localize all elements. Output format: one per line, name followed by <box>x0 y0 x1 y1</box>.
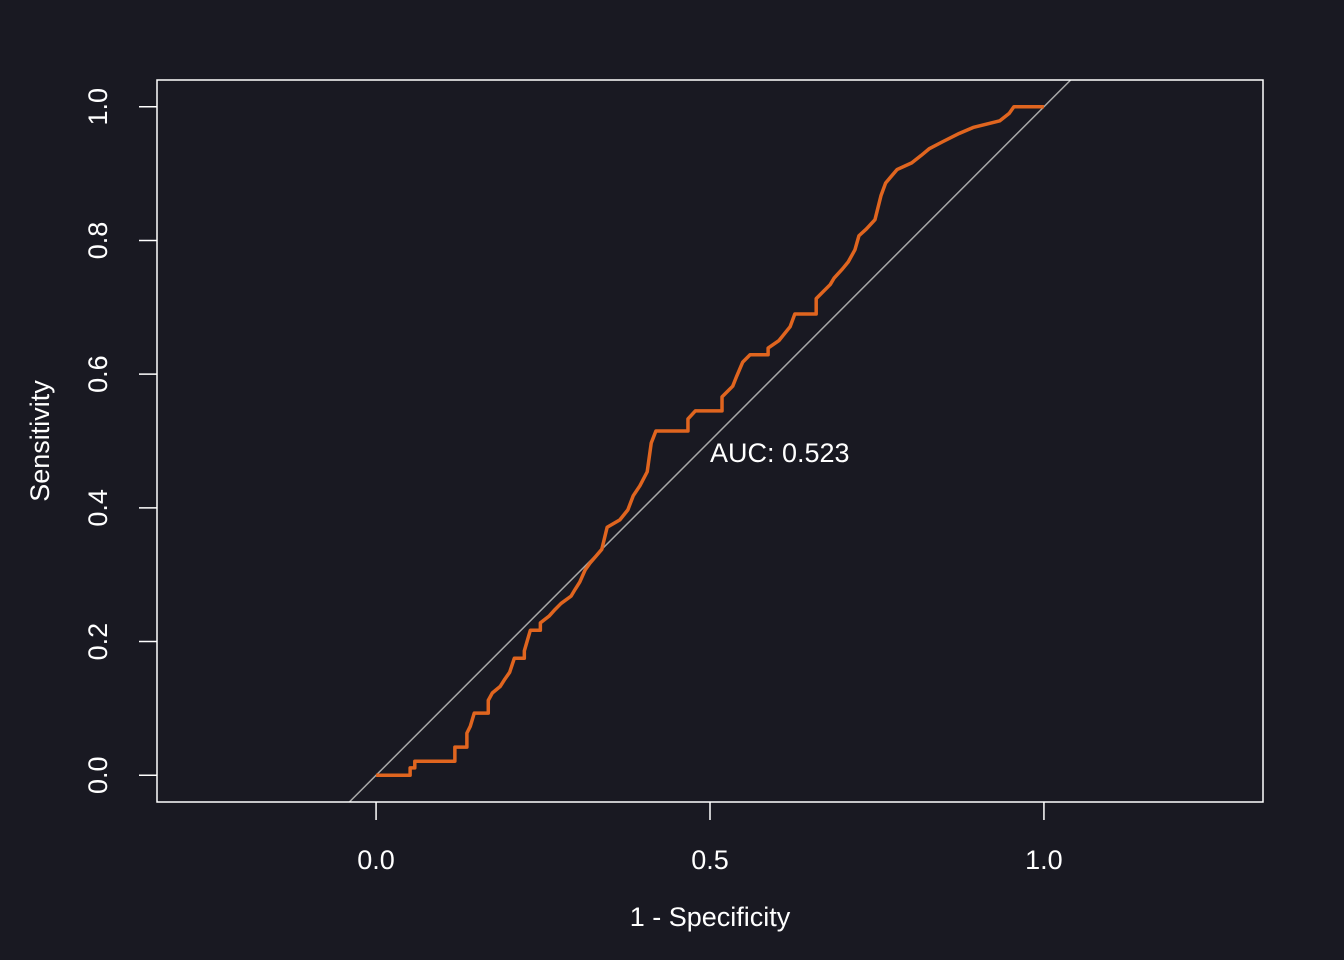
y-tick-label: 0.0 <box>83 756 113 794</box>
reference-line <box>348 80 1072 802</box>
y-tick-label: 0.4 <box>83 489 113 527</box>
x-tick-label: 1.0 <box>1025 845 1063 875</box>
y-tick-label: 0.6 <box>83 355 113 393</box>
x-axis-label: 1 - Specificity <box>630 902 791 932</box>
auc-annotation: AUC: 0.523 <box>710 438 850 468</box>
x-tick-label: 0.0 <box>357 845 395 875</box>
roc-curve <box>376 104 1044 778</box>
y-axis-label: Sensitivity <box>25 380 55 502</box>
y-tick-label: 0.2 <box>83 623 113 661</box>
y-tick-label: 1.0 <box>83 88 113 126</box>
x-tick-label: 0.5 <box>691 845 729 875</box>
plot-area <box>348 80 1072 802</box>
y-tick-label: 0.8 <box>83 222 113 260</box>
